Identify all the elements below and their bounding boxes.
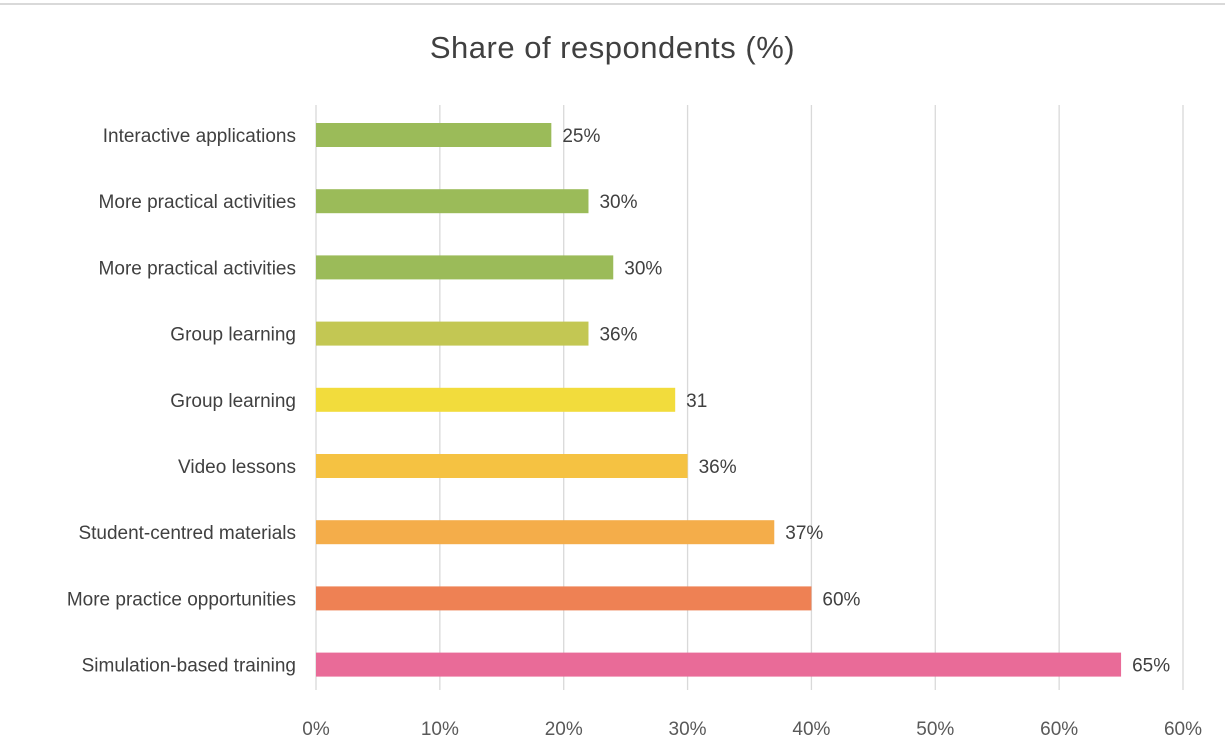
bar bbox=[316, 189, 589, 214]
value-label: 36% bbox=[599, 325, 637, 346]
x-tick-label: 10% bbox=[421, 719, 459, 740]
bar bbox=[316, 321, 589, 346]
value-label: 65% bbox=[1132, 656, 1170, 677]
x-tick-label: 60% bbox=[1164, 719, 1202, 740]
category-label: Simulation-based training bbox=[82, 656, 296, 677]
category-label: More practice opportunities bbox=[67, 589, 296, 610]
value-label: 25% bbox=[562, 126, 600, 147]
category-label: More practical activities bbox=[99, 192, 296, 213]
category-label: Interactive applications bbox=[103, 126, 296, 147]
value-label: 37% bbox=[785, 523, 823, 544]
category-labels: Interactive applications More practical a… bbox=[67, 126, 296, 677]
bar bbox=[316, 255, 614, 280]
value-label: 31 bbox=[686, 391, 707, 412]
value-label: 60% bbox=[822, 589, 860, 610]
value-label: 30% bbox=[599, 192, 637, 213]
bar bbox=[316, 586, 812, 611]
value-label: 30% bbox=[624, 258, 662, 279]
chart-title: Share of respondents (%) bbox=[429, 30, 796, 65]
top-divider bbox=[0, 3, 1225, 5]
bars bbox=[316, 123, 1122, 677]
x-tick-label: 50% bbox=[916, 719, 954, 740]
category-label: Group learning bbox=[170, 325, 296, 346]
bar bbox=[316, 454, 688, 478]
x-tick-labels: 0% 10% 20% 30% 40% 50% 60% 60% bbox=[302, 719, 1202, 740]
value-labels: 25% 30% 30% 36% 31 36% 37% 60% 65% bbox=[562, 126, 1170, 677]
x-tick-label: 60% bbox=[1040, 719, 1078, 740]
bar bbox=[316, 123, 552, 147]
value-label: 36% bbox=[699, 457, 737, 478]
x-tick-label: 20% bbox=[545, 719, 583, 740]
bar bbox=[316, 520, 775, 545]
bar bbox=[316, 387, 676, 412]
category-label: Student-centred materials bbox=[78, 523, 296, 544]
x-tick-label: 40% bbox=[792, 719, 830, 740]
category-label: Group learning bbox=[170, 391, 296, 412]
category-label: Video lessons bbox=[178, 457, 296, 478]
category-label: More practical activities bbox=[99, 258, 296, 279]
bar bbox=[316, 652, 1122, 677]
x-tick-label: 30% bbox=[669, 719, 707, 740]
x-tick-label: 0% bbox=[302, 719, 330, 740]
